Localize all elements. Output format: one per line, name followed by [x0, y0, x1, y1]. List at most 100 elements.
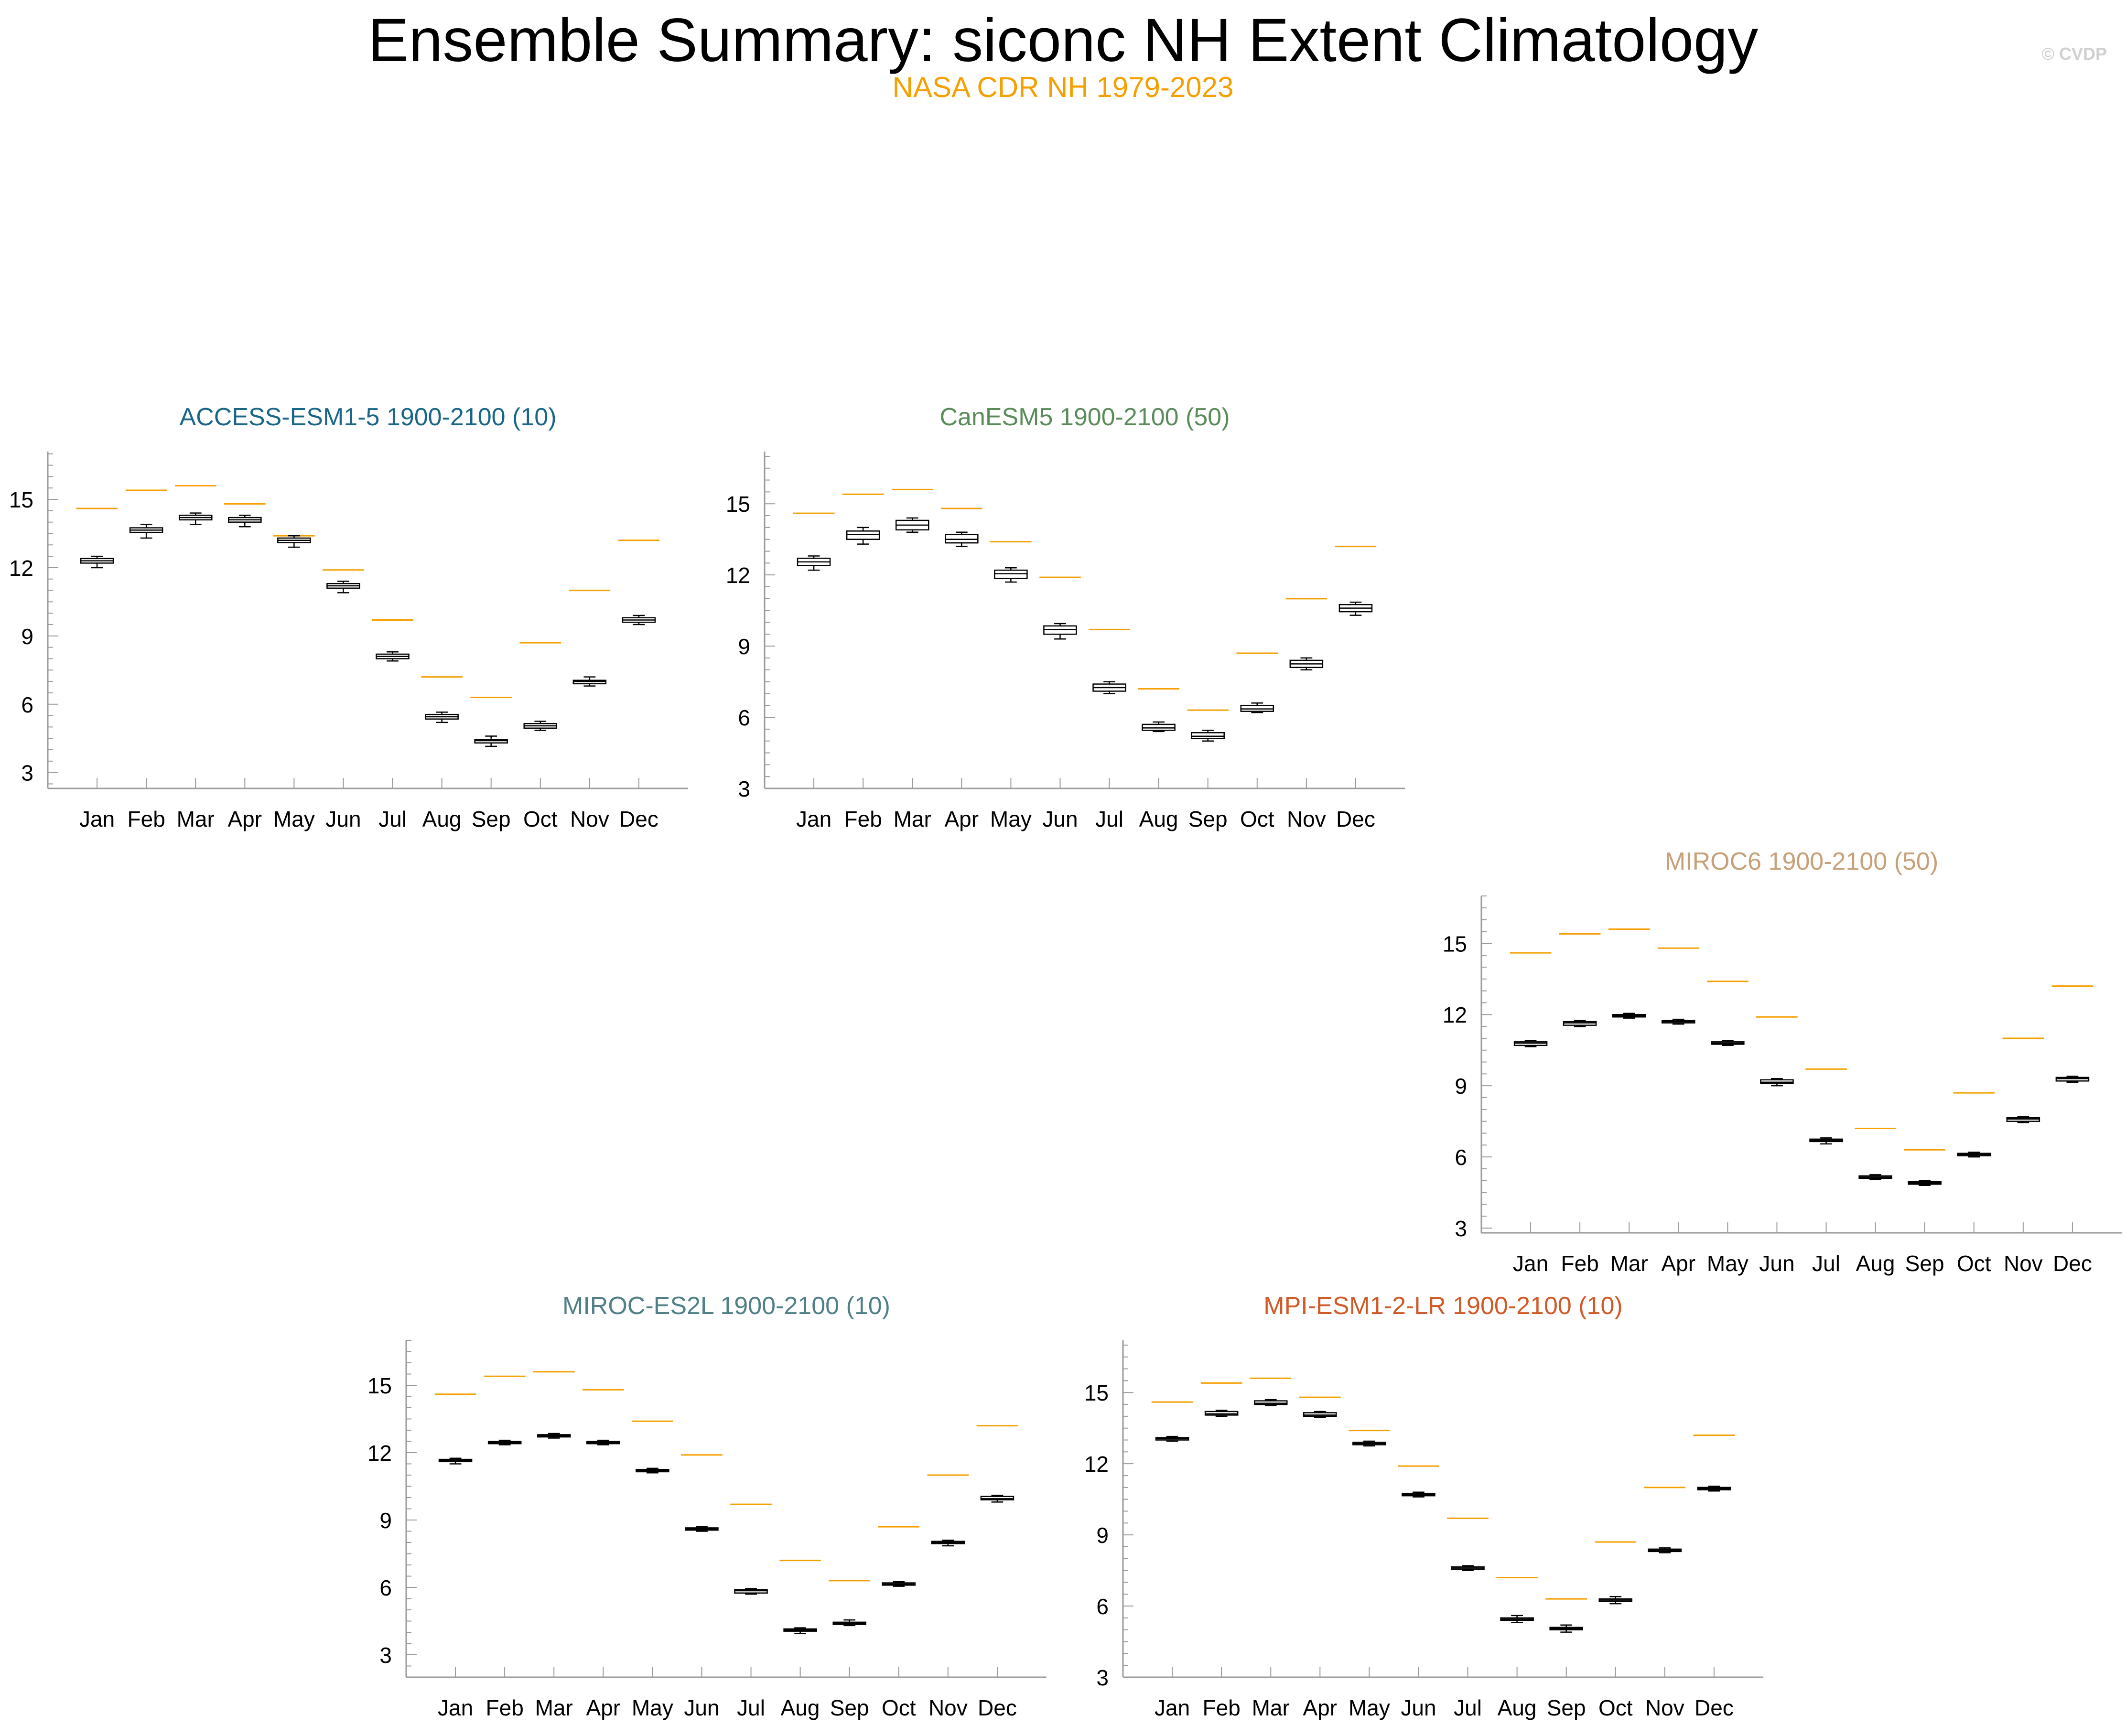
box-plot: [1809, 1137, 1843, 1145]
box-plot: [734, 1588, 768, 1595]
figure-subtitle: NASA CDR NH 1979-2023: [892, 71, 1234, 103]
x-tick-label: Sep: [1547, 1695, 1586, 1720]
y-tick-label: 3: [1096, 1665, 1109, 1690]
box-plot: [537, 1433, 571, 1439]
x-tick-label: Mar: [1610, 1251, 1648, 1276]
box-plot: [2055, 1076, 2090, 1083]
x-tick-label: Jul: [378, 807, 407, 831]
box-plot: [1352, 1440, 1386, 1447]
x-tick-label: Sep: [1905, 1251, 1944, 1276]
box-plot: [326, 581, 360, 593]
box-plot: [523, 721, 558, 731]
x-tick-label: Aug: [781, 1695, 820, 1720]
x-tick-label: Nov: [1645, 1695, 1684, 1720]
box-plot: [1253, 1399, 1288, 1406]
box-plot: [1043, 623, 1077, 640]
box-plot: [376, 651, 410, 662]
box-plot: [1648, 1547, 1682, 1553]
x-tick-label: May: [990, 807, 1032, 831]
box-plot: [1760, 1078, 1794, 1087]
y-tick-label: 12: [367, 1441, 392, 1466]
box-plot: [895, 517, 929, 533]
box-plot: [945, 531, 979, 547]
panel-access-esm1-5: ACCESS-ESM1-5 1900-2100 (10) 3 6 9 12 15 Jan Fe…: [9, 403, 688, 831]
y-tick-label: 15: [726, 492, 750, 517]
x-tick-label: Jan: [79, 807, 115, 831]
box-plot: [1500, 1615, 1534, 1624]
box-plot: [1612, 1013, 1646, 1019]
box-plot: [586, 1439, 620, 1445]
y-tick-label: 6: [21, 692, 33, 717]
y-tick-label: 9: [1455, 1074, 1467, 1099]
box-plot: [1908, 1180, 1942, 1186]
x-tick-label: May: [273, 807, 315, 831]
y-tick-label: 15: [367, 1373, 392, 1398]
x-tick-label: Aug: [1139, 807, 1178, 831]
x-tick-label: Oct: [882, 1695, 916, 1720]
box-plot: [572, 676, 607, 687]
x-tick-label: Oct: [1957, 1251, 1991, 1276]
x-tick-label: May: [1707, 1251, 1748, 1276]
y-tick-label: 3: [21, 761, 33, 786]
panel-title: MIROC6 1900-2100 (50): [1665, 848, 1938, 875]
x-tick-label: Apr: [1662, 1251, 1696, 1276]
box-plot: [438, 1457, 473, 1465]
x-tick-label: Feb: [1203, 1695, 1241, 1720]
box-plot: [1858, 1174, 1892, 1180]
x-tick-label: Jan: [1155, 1695, 1190, 1720]
box-plot: [1402, 1491, 1435, 1498]
y-tick-label: 9: [21, 624, 33, 649]
y-tick-label: 15: [1443, 931, 1467, 956]
x-tick-label: Dec: [2053, 1251, 2092, 1276]
y-tick-label: 12: [726, 563, 750, 588]
box-plot: [425, 712, 459, 723]
y-tick-label: 6: [1455, 1145, 1467, 1170]
box-plot: [1204, 1410, 1239, 1417]
x-tick-label: Dec: [1336, 807, 1375, 831]
y-tick-label: 6: [738, 705, 750, 730]
box-plot: [1563, 1020, 1597, 1027]
x-tick-label: Jan: [796, 807, 831, 831]
y-tick-label: 12: [1084, 1452, 1109, 1477]
box-plot: [277, 535, 311, 548]
x-tick-label: Aug: [1498, 1695, 1537, 1720]
x-tick-label: Jul: [737, 1695, 765, 1720]
y-tick-label: 3: [738, 776, 750, 801]
box-plot: [228, 515, 262, 528]
y-tick-label: 3: [379, 1643, 392, 1668]
x-tick-label: Jan: [438, 1695, 473, 1720]
box-plot: [1142, 721, 1176, 733]
box-plot: [178, 512, 213, 525]
credit-label: © CVDP: [2041, 44, 2107, 64]
y-tick-label: 9: [379, 1508, 392, 1533]
box-plot: [1513, 1040, 1548, 1047]
panel-title: CanESM5 1900-2100 (50): [939, 403, 1230, 431]
box-plot: [487, 1439, 522, 1445]
box-plot: [622, 615, 656, 625]
box-plot: [1191, 730, 1225, 742]
x-tick-label: Aug: [1856, 1251, 1895, 1276]
x-tick-label: Sep: [472, 807, 511, 831]
x-tick-label: Oct: [523, 807, 558, 831]
x-tick-label: Aug: [422, 807, 462, 831]
box-plot: [783, 1627, 817, 1634]
figure-title: Ensemble Summary: siconc NH Extent Clima…: [367, 6, 1759, 75]
y-tick-label: 6: [1096, 1594, 1109, 1619]
x-tick-label: Jul: [1812, 1251, 1840, 1276]
x-tick-label: Oct: [1598, 1695, 1633, 1720]
y-tick-label: 3: [1455, 1216, 1467, 1241]
x-tick-label: Dec: [1694, 1695, 1734, 1720]
x-tick-label: Mar: [894, 807, 931, 831]
box-plot: [1662, 1018, 1695, 1025]
x-tick-label: Nov: [570, 807, 609, 831]
panel-title: MPI-ESM1-2-LR 1900-2100 (10): [1263, 1292, 1622, 1320]
x-tick-label: May: [632, 1695, 673, 1720]
x-tick-label: Mar: [177, 807, 215, 831]
box-plot: [1598, 1596, 1633, 1605]
y-tick-label: 12: [1443, 1003, 1467, 1027]
box-plot: [1092, 681, 1126, 694]
box-plot: [1711, 1040, 1745, 1046]
x-tick-label: Feb: [128, 807, 165, 831]
box-plot: [931, 1540, 965, 1547]
box-plot: [685, 1526, 719, 1532]
